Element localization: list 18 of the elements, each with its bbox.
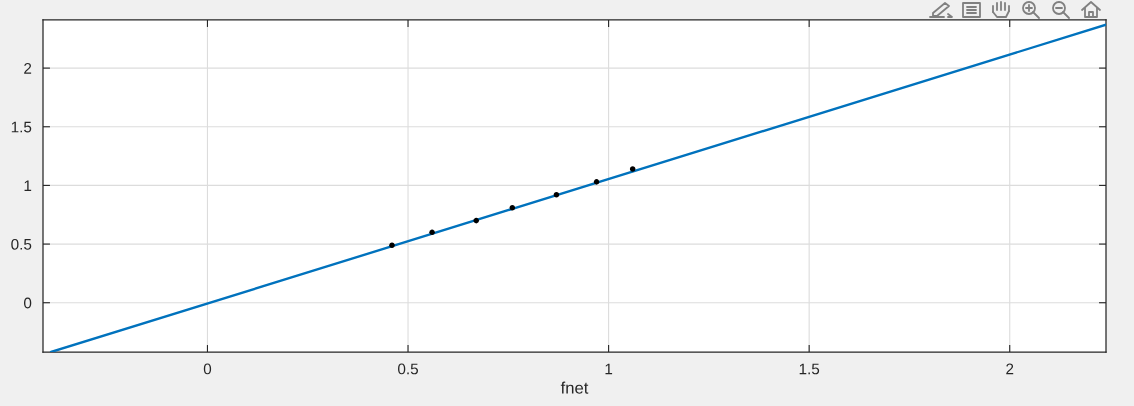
point (389, 242, 395, 249)
point (509, 204, 516, 211)
x-axis-title: fnet (560, 381, 589, 394)
point (473, 217, 479, 224)
x-tick-label: 1 (605, 363, 613, 375)
point (593, 179, 600, 185)
point (629, 166, 636, 172)
x-tick-label: 1.5 (799, 363, 820, 375)
y-tick-label: 0.5 (11, 238, 32, 250)
point (429, 229, 435, 236)
y-tick-label: 1.5 (11, 121, 32, 133)
x-tick-label: 0 (203, 363, 212, 375)
y-tick-label: 2 (24, 62, 32, 74)
x-tick-label: 2 (1006, 363, 1014, 375)
x-tick-label: 0.5 (398, 363, 419, 375)
y-tick-label: 0 (23, 297, 32, 309)
point (553, 192, 560, 198)
y-tick-label: 1 (24, 180, 32, 191)
